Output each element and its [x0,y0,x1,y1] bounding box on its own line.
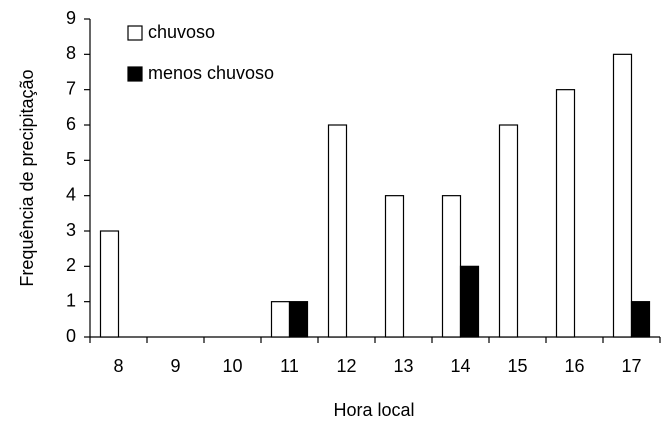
legend-swatch [127,66,143,82]
bar [555,89,576,338]
bar [288,301,309,338]
legend-swatch [127,25,143,41]
bar [99,230,120,338]
bar [630,301,651,338]
legend-label: chuvoso [148,22,215,42]
y-tick-label: 7 [66,78,76,98]
x-tick-label: 15 [507,356,527,376]
legend-label: menos chuvoso [148,63,274,83]
x-tick-label: 12 [336,356,356,376]
y-tick-label: 9 [66,8,76,28]
x-tick-label: 16 [564,356,584,376]
x-tick-label: 8 [113,356,123,376]
y-tick-label: 8 [66,43,76,63]
x-axis-label: Hora local [333,400,414,420]
x-tick-label: 11 [280,356,299,376]
bar [498,124,519,338]
y-tick-label: 1 [66,290,76,310]
bar [270,301,291,338]
x-tick-label: 14 [450,356,470,376]
x-tick-label: 10 [222,356,242,376]
bar [459,265,480,338]
bar [612,53,633,338]
y-tick-label: 6 [66,114,76,134]
y-tick-label: 3 [66,220,76,240]
x-tick-label: 17 [621,356,641,376]
y-tick-label: 2 [66,255,76,275]
y-tick-label: 0 [66,326,76,346]
y-tick-label: 5 [66,149,76,169]
bar [441,195,462,338]
y-axis-label: Frequência de precipitação [17,69,37,286]
x-tick-label: 9 [170,356,180,376]
bar [384,195,405,338]
x-tick-label: 13 [393,356,413,376]
bar [327,124,348,338]
y-tick-label: 4 [66,184,76,204]
